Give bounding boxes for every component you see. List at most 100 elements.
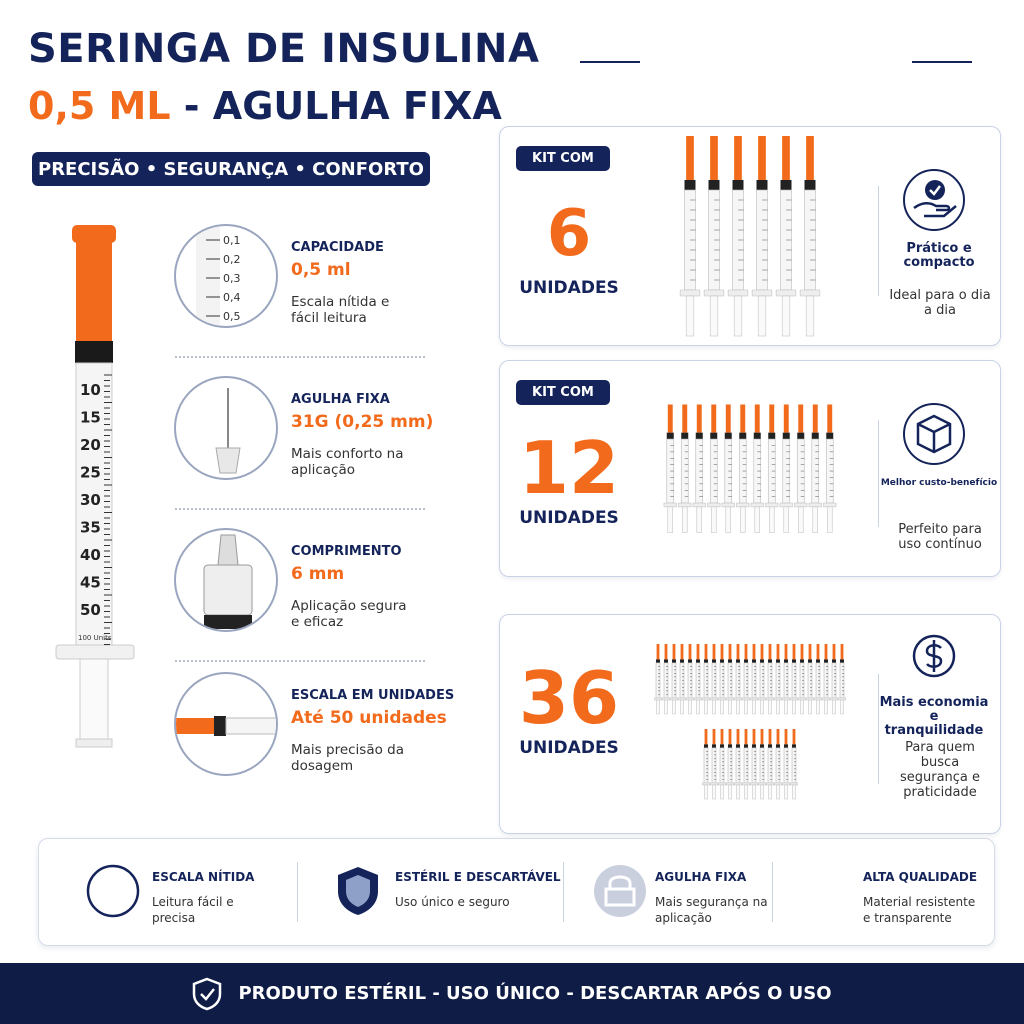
- syringe-hub: [739, 432, 747, 440]
- kit-badge: KIT COM: [516, 380, 610, 405]
- plunger-head: [75, 738, 113, 748]
- feature-text: Mais conforto na aplicação: [291, 446, 404, 478]
- decoration: [912, 61, 972, 63]
- syringe-hub: [784, 744, 788, 748]
- syringe-hub: [756, 180, 768, 190]
- scale-label: 50: [80, 601, 101, 619]
- separator: [175, 660, 425, 662]
- syringe-cap: [783, 404, 789, 433]
- feature-circle: [174, 376, 278, 480]
- syringe-hub: [808, 659, 812, 663]
- syringe-cap: [812, 404, 818, 433]
- syringe-flange: [679, 289, 701, 297]
- feature-illustration: [215, 388, 241, 474]
- syringe-plunger: [720, 699, 724, 715]
- syringe-flange: [750, 502, 764, 508]
- shield-inner: [346, 875, 370, 907]
- syringe-plunger: [744, 699, 748, 715]
- syringe-cap: [806, 136, 814, 180]
- syringe-cap: [656, 644, 660, 660]
- kit-syringes: [654, 644, 846, 800]
- syringe-hub: [720, 659, 724, 663]
- syringe-plunger: [784, 699, 788, 715]
- syringe-plunger: [712, 699, 716, 715]
- syringe-flange: [758, 697, 766, 701]
- feature-title: AGULHA FIXA: [291, 392, 390, 407]
- benefit-icon: [903, 169, 965, 231]
- scale-label: 15: [80, 409, 101, 427]
- syringe-plunger: [728, 784, 732, 800]
- syringe-plunger: [776, 784, 780, 800]
- syringe-hub: [744, 744, 748, 748]
- barrel-side: [225, 717, 276, 735]
- syringe-hub: [732, 180, 744, 190]
- syringe-hub: [704, 744, 708, 748]
- syringe-flange: [710, 697, 718, 701]
- ring: [86, 864, 140, 918]
- syringe-hub: [744, 659, 748, 663]
- icon-ring: [903, 169, 965, 231]
- syringe-flange: [654, 697, 662, 701]
- needle-hub: [215, 447, 241, 474]
- feature-illustration: [176, 716, 276, 736]
- syringe-cap: [696, 404, 702, 433]
- separator: [175, 508, 425, 510]
- syringe-flange: [726, 697, 734, 701]
- syringe-cap: [664, 644, 668, 660]
- highlight-text: Leitura fácil e precisa: [152, 895, 234, 925]
- syringe-flange: [823, 502, 837, 508]
- syringe-hub: [696, 659, 700, 663]
- syringe-flange: [750, 697, 758, 701]
- highlight-title: ALTA QUALIDADE: [863, 870, 978, 884]
- syringe-hub: [776, 744, 780, 748]
- highlight-text: Material resistente e transparente: [863, 895, 976, 925]
- syringe-plunger: [740, 506, 746, 533]
- syringe-cap: [824, 644, 828, 660]
- syringe-flange: [702, 697, 710, 701]
- syringe-flange: [779, 502, 793, 508]
- syringe-hub: [768, 744, 772, 748]
- syringe-flange: [662, 697, 670, 701]
- syringe-flange: [702, 782, 710, 786]
- syringe-hub: [672, 659, 676, 663]
- syringe-cap: [667, 404, 673, 433]
- syringe-cap: [744, 729, 748, 745]
- footer: PRODUTO ESTÉRIL - USO ÚNICO - DESCARTAR …: [0, 963, 1024, 1024]
- feature-text: Mais precisão da dosagem: [291, 742, 404, 774]
- syringe-flange: [766, 782, 774, 786]
- syringe-cap: [752, 729, 756, 745]
- syringe-plunger: [768, 699, 772, 715]
- feature-circle: [174, 672, 278, 776]
- scale-label: 20: [80, 436, 101, 454]
- syringe-plunger: [709, 295, 719, 337]
- syringe-cap: [740, 404, 746, 433]
- benefit-title: Prático e compacto: [903, 241, 975, 270]
- syringe-cap: [711, 404, 717, 433]
- syringe-plunger: [685, 295, 695, 337]
- syringe-hub: [760, 744, 764, 748]
- syringe-plunger: [736, 699, 740, 715]
- syringe-cap: [682, 404, 688, 433]
- lock: [604, 875, 636, 907]
- syringe-cap: [680, 644, 684, 660]
- syringe-flange: [750, 782, 758, 786]
- syringe-hub: [656, 659, 660, 663]
- syringe-cap: [728, 644, 732, 660]
- highlight-title: AGULHA FIXA: [655, 870, 747, 884]
- highlight-icon: [594, 865, 646, 917]
- syringe-plunger: [704, 699, 708, 715]
- syringe-plunger: [760, 784, 764, 800]
- syringe-hub: [800, 659, 804, 663]
- coin: [912, 634, 956, 678]
- syringe-flange: [782, 782, 790, 786]
- syringe-plunger: [798, 506, 804, 533]
- feature-title: ESCALA EM UNIDADES: [291, 688, 455, 703]
- syringe-plunger: [667, 506, 673, 533]
- syringe-flange: [799, 289, 821, 297]
- syringe-cap: [744, 644, 748, 660]
- divider: [878, 186, 879, 296]
- cap: [72, 225, 116, 243]
- syringe-hub: [792, 744, 796, 748]
- syringe-flange: [814, 697, 822, 701]
